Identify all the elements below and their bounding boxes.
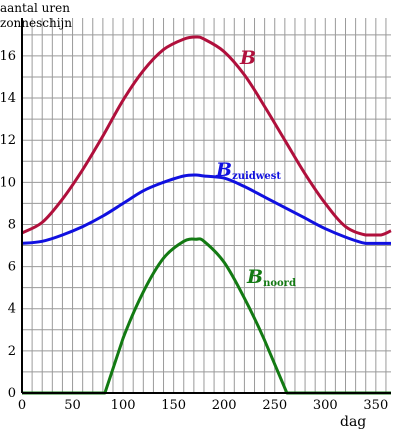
- x-tick-label: 350: [363, 398, 388, 413]
- y-tick-label: 0: [8, 386, 16, 401]
- grid: [22, 18, 391, 393]
- y-tick-label: 2: [8, 344, 16, 359]
- y-tick-label: 8: [8, 217, 16, 232]
- tick-labels: 0 50 100 150 200 250 300 350 0 2 4 6 8 10 12 14 16: [0, 49, 388, 413]
- series-line-b: [21, 35, 392, 237]
- y-axis-label-line1: aantal uren: [0, 1, 70, 15]
- series-label-bzuidwest: Bzuidwest: [215, 159, 281, 182]
- y-tick-label: 14: [0, 91, 16, 106]
- x-tick-label: 0: [18, 398, 26, 413]
- series-label-bnoord-sub: noord: [263, 278, 296, 289]
- series-line-bzuidwest: [21, 173, 391, 245]
- x-tick-label: 150: [161, 398, 186, 413]
- x-tick-label: 100: [111, 398, 136, 413]
- x-tick-label: 50: [64, 398, 81, 413]
- series-line-bnoord: [22, 237, 391, 395]
- y-axis-label-line2: zonneschijn: [0, 16, 72, 30]
- y-tick-label: 16: [0, 49, 16, 64]
- series-label-b-main: B: [239, 47, 256, 69]
- series-label-bzuidwest-main: B: [215, 159, 232, 181]
- series-label-b: B: [239, 47, 256, 69]
- y-tick-label: 10: [0, 175, 16, 190]
- series-label-bnoord: Bnoord: [246, 266, 296, 289]
- y-tick-label: 4: [8, 302, 16, 317]
- x-tick-label: 300: [313, 398, 338, 413]
- series-label-bnoord-main: B: [246, 266, 263, 288]
- y-tick-label: 12: [0, 133, 16, 148]
- series-label-bzuidwest-sub: zuidwest: [232, 171, 281, 182]
- x-axis-label: dag: [340, 414, 366, 429]
- series-lines: [21, 35, 392, 395]
- x-tick-label: 200: [212, 398, 237, 413]
- x-tick-label: 250: [262, 398, 287, 413]
- y-tick-label: 6: [8, 260, 16, 275]
